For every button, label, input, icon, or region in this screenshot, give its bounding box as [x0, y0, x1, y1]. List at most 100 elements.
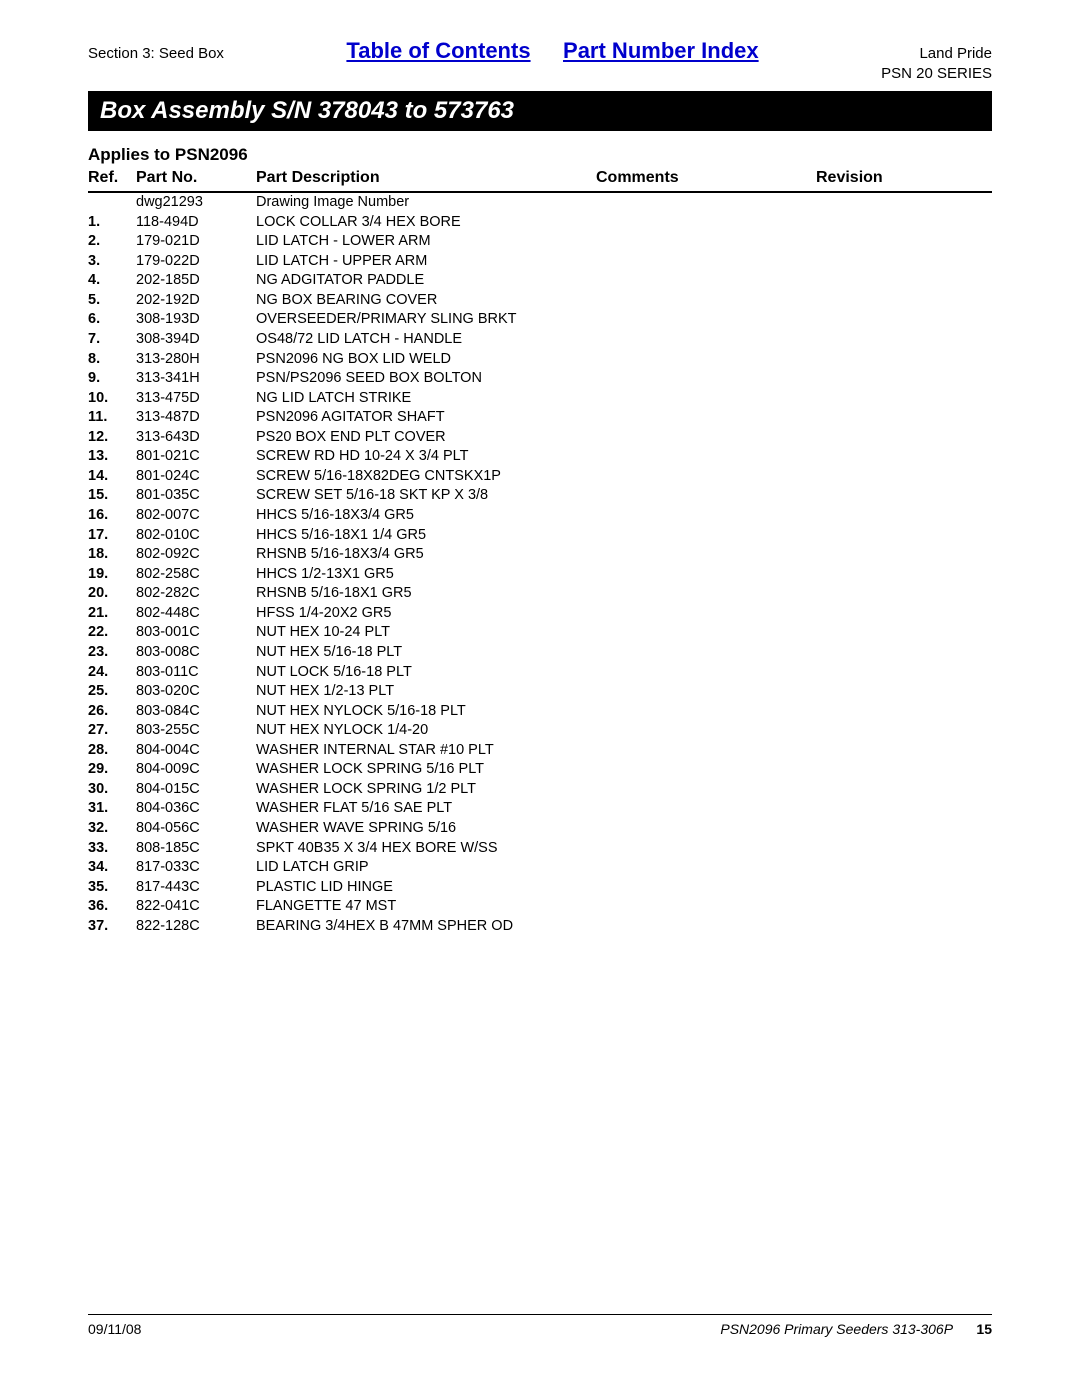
cell-ref	[88, 193, 136, 213]
cell-revision	[816, 702, 992, 722]
cell-comments	[596, 623, 816, 643]
cell-revision	[816, 623, 992, 643]
cell-ref: 17.	[88, 526, 136, 546]
table-row: 10.313-475DNG LID LATCH STRIKE	[88, 389, 992, 409]
cell-ref: 22.	[88, 623, 136, 643]
cell-revision	[816, 780, 992, 800]
table-row: 17.802-010CHHCS 5/16-18X1 1/4 GR5	[88, 526, 992, 546]
cell-desc: PSN2096 AGITATOR SHAFT	[256, 408, 596, 428]
cell-part: 801-035C	[136, 486, 256, 506]
cell-revision	[816, 682, 992, 702]
cell-revision	[816, 486, 992, 506]
cell-revision	[816, 447, 992, 467]
cell-desc: WASHER INTERNAL STAR #10 PLT	[256, 741, 596, 761]
cell-revision	[816, 663, 992, 683]
table-header: Ref. Part No. Part Description Comments …	[88, 169, 992, 193]
cell-comments	[596, 369, 816, 389]
cell-part: 308-193D	[136, 310, 256, 330]
cell-revision	[816, 897, 992, 917]
cell-ref: 6.	[88, 310, 136, 330]
cell-ref: 36.	[88, 897, 136, 917]
cell-desc: OS48/72 LID LATCH - HANDLE	[256, 330, 596, 350]
table-row: 29.804-009CWASHER LOCK SPRING 5/16 PLT	[88, 760, 992, 780]
cell-comments	[596, 799, 816, 819]
cell-part: 802-007C	[136, 506, 256, 526]
cell-ref: 19.	[88, 565, 136, 585]
table-row: 11.313-487DPSN2096 AGITATOR SHAFT	[88, 408, 992, 428]
cell-ref: 1.	[88, 213, 136, 233]
cell-part: 817-033C	[136, 858, 256, 878]
cell-revision	[816, 917, 992, 937]
cell-desc: NG BOX BEARING COVER	[256, 291, 596, 311]
cell-comments	[596, 213, 816, 233]
cell-comments	[596, 389, 816, 409]
cell-part: 802-092C	[136, 545, 256, 565]
cell-ref: 18.	[88, 545, 136, 565]
cell-part: 803-255C	[136, 721, 256, 741]
cell-comments	[596, 878, 816, 898]
cell-comments	[596, 604, 816, 624]
nav-links: Table of Contents Part Number Index	[224, 38, 881, 64]
cell-revision	[816, 193, 992, 213]
cell-comments	[596, 310, 816, 330]
footer-doc: PSN2096 Primary Seeders 313-306P	[720, 1321, 952, 1337]
cell-revision	[816, 389, 992, 409]
cell-comments	[596, 506, 816, 526]
cell-desc: PSN2096 NG BOX LID WELD	[256, 350, 596, 370]
cell-revision	[816, 428, 992, 448]
cell-ref: 8.	[88, 350, 136, 370]
table-row: 27.803-255CNUT HEX NYLOCK 1/4-20	[88, 721, 992, 741]
cell-desc: NG LID LATCH STRIKE	[256, 389, 596, 409]
cell-revision	[816, 643, 992, 663]
toc-link[interactable]: Table of Contents	[346, 38, 530, 63]
cell-revision	[816, 330, 992, 350]
cell-ref: 11.	[88, 408, 136, 428]
table-row: 28.804-004CWASHER INTERNAL STAR #10 PLT	[88, 741, 992, 761]
table-row: dwg21293Drawing Image Number	[88, 193, 992, 213]
table-row: 13.801-021CSCREW RD HD 10-24 X 3/4 PLT	[88, 447, 992, 467]
cell-comments	[596, 584, 816, 604]
table-row: 16.802-007CHHCS 5/16-18X3/4 GR5	[88, 506, 992, 526]
cell-part: 817-443C	[136, 878, 256, 898]
cell-revision	[816, 584, 992, 604]
table-row: 5.202-192DNG BOX BEARING COVER	[88, 291, 992, 311]
cell-comments	[596, 232, 816, 252]
cell-revision	[816, 291, 992, 311]
cell-part: 179-021D	[136, 232, 256, 252]
cell-desc: WASHER WAVE SPRING 5/16	[256, 819, 596, 839]
brand-block: Land Pride PSN 20 SERIES	[881, 44, 992, 83]
cell-comments	[596, 839, 816, 859]
cell-ref: 35.	[88, 878, 136, 898]
cell-comments	[596, 643, 816, 663]
cell-desc: RHSNB 5/16-18X3/4 GR5	[256, 545, 596, 565]
table-row: 31.804-036CWASHER FLAT 5/16 SAE PLT	[88, 799, 992, 819]
col-desc: Part Description	[256, 169, 596, 187]
cell-comments	[596, 428, 816, 448]
cell-part: 202-192D	[136, 291, 256, 311]
cell-revision	[816, 252, 992, 272]
cell-revision	[816, 467, 992, 487]
footer-page-number: 15	[976, 1321, 992, 1337]
cell-desc: SCREW SET 5/16-18 SKT KP X 3/8	[256, 486, 596, 506]
cell-comments	[596, 760, 816, 780]
part-number-index-link[interactable]: Part Number Index	[563, 38, 759, 63]
table-row: 24.803-011CNUT LOCK 5/16-18 PLT	[88, 663, 992, 683]
col-comments: Comments	[596, 169, 816, 187]
cell-ref: 30.	[88, 780, 136, 800]
cell-ref: 13.	[88, 447, 136, 467]
cell-ref: 37.	[88, 917, 136, 937]
cell-revision	[816, 819, 992, 839]
cell-desc: BEARING 3/4HEX B 47MM SPHER OD	[256, 917, 596, 937]
cell-ref: 27.	[88, 721, 136, 741]
cell-comments	[596, 565, 816, 585]
cell-comments	[596, 271, 816, 291]
table-row: 7.308-394DOS48/72 LID LATCH - HANDLE	[88, 330, 992, 350]
col-revision: Revision	[816, 169, 992, 187]
cell-ref: 21.	[88, 604, 136, 624]
cell-part: 313-341H	[136, 369, 256, 389]
cell-revision	[816, 721, 992, 741]
cell-part: 808-185C	[136, 839, 256, 859]
cell-comments	[596, 330, 816, 350]
cell-part: 313-475D	[136, 389, 256, 409]
table-row: 14.801-024CSCREW 5/16-18X82DEG CNTSKX1P	[88, 467, 992, 487]
